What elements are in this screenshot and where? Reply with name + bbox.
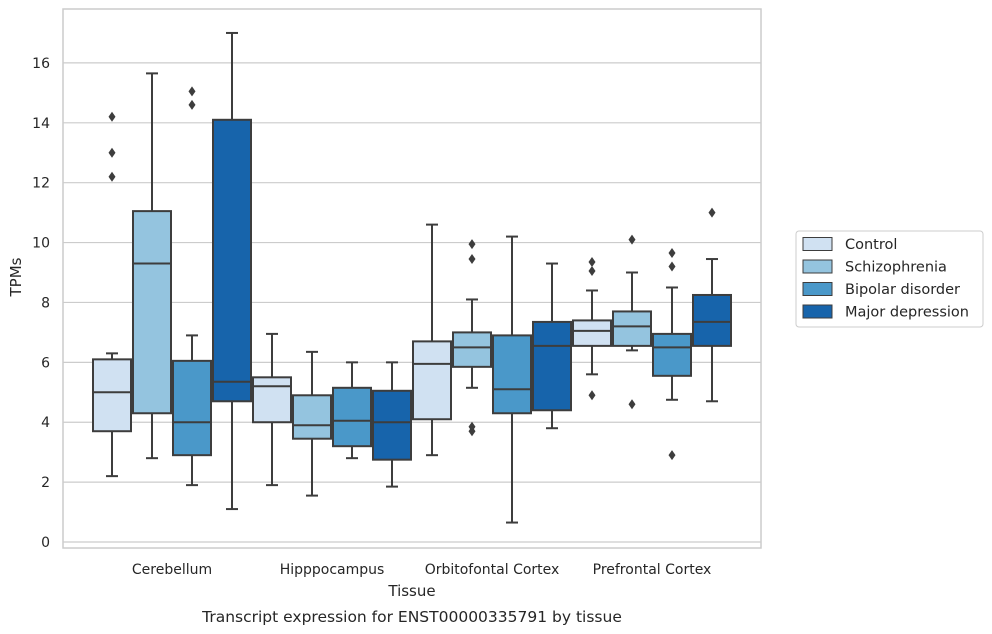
box-iqr [452,331,492,368]
y-tick-label-2: 4 [41,415,50,431]
box-3-1 [372,361,412,488]
outlier-0 [468,239,476,250]
box-iqr [652,332,692,377]
outlier-0 [668,248,676,259]
box-0-3 [572,257,612,401]
x-tick-label-0: Cerebellum [132,562,212,578]
box-iqr [332,386,372,448]
outlier-1 [588,266,596,277]
outlier-2 [108,171,116,182]
legend-swatch-1 [802,259,833,274]
box-3-2 [532,262,572,430]
box-1-2 [452,239,492,437]
box-iqr [292,394,332,440]
box-iqr [612,310,652,347]
box-0-2 [412,223,452,457]
outlier-2 [588,390,596,401]
y-tick-label-7: 14 [32,116,50,132]
box-iqr [692,293,732,347]
legend: Control Schizophrenia Bipolar disorder Majo… [795,230,984,328]
box-2-3 [652,248,692,461]
box-iqr [252,376,292,424]
x-axis-label: Tissue [387,582,435,600]
legend-swatch-3 [802,304,833,319]
box-2-0 [172,86,212,487]
chart-caption: Transcript expression for ENST0000033579… [201,608,622,626]
y-tick-label-4: 8 [41,295,50,311]
outlier-1 [108,147,116,158]
box-iqr [172,359,212,457]
outlier-1 [628,399,636,410]
box-1-0 [132,72,172,460]
y-tick-labels: 0 2 4 6 8 10 12 14 16 [32,56,50,551]
x-tick-label-3: Prefrontal Cortex [593,562,712,578]
outlier-3 [468,426,476,437]
box-2-1 [332,361,372,460]
legend-label-2: Bipolar disorder [845,282,960,298]
outlier-1 [668,261,676,272]
box-3-3 [692,207,732,403]
box-0-1 [252,332,292,487]
legend-label-1: Schizophrenia [845,260,947,276]
outlier-0 [108,111,116,122]
y-tick-label-6: 12 [32,176,50,192]
box-iqr [572,319,612,347]
outlier-0 [708,207,716,218]
x-tick-label-2: Orbitofontal Cortex [425,562,560,578]
box-iqr [412,340,452,421]
y-axis-label: TPMs [7,257,25,297]
box-iqr [92,358,132,433]
outlier-2 [668,450,676,461]
legend-label-3: Major depression [845,305,969,321]
y-tick-label-3: 6 [41,355,50,371]
y-tick-label-8: 16 [32,56,50,72]
outlier-1 [188,99,196,110]
outlier-0 [188,86,196,97]
outlier-1 [468,254,476,265]
x-tick-label-1: Hipppocampus [280,562,385,578]
y-tick-label-0: 0 [41,535,50,551]
outlier-0 [628,234,636,245]
legend-swatch-0 [802,237,833,251]
box-iqr [132,210,172,415]
legend-frame [795,230,984,328]
box-iqr [372,389,412,461]
box-1-3 [612,234,652,410]
box-1-1 [292,350,332,497]
box-2-2 [492,235,532,524]
y-tick-label-5: 10 [32,236,50,252]
box-iqr [212,118,252,403]
legend-label-0: Control [845,237,897,253]
boxes [92,31,732,524]
plot-frame [62,8,762,549]
outlier-0 [588,257,596,268]
box-0-0 [92,111,132,478]
y-tick-label-1: 2 [41,475,50,491]
legend-swatch-2 [802,282,833,296]
box-iqr [492,334,532,415]
box-iqr [532,320,572,412]
box-3-0 [212,31,252,511]
x-tick-labels: Cerebellum Hipppocampus Orbitofontal Corte… [132,562,711,578]
axes [62,8,762,549]
